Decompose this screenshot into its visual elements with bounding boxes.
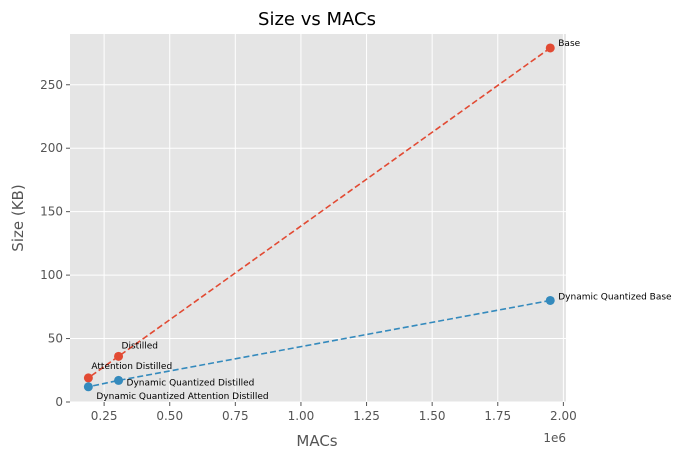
data-point — [545, 295, 555, 305]
data-point — [114, 375, 124, 385]
data-point — [83, 373, 93, 383]
x-tick-label: 1.25 — [353, 409, 380, 423]
point-annotation: Attention Distilled — [91, 362, 172, 372]
x-axis-ticks: 0.25 0.50 0.75 1.00 1.25 1.50 1.75 2.00 — [91, 402, 577, 423]
point-annotation: Base — [558, 39, 580, 49]
x-tick-label: 1.50 — [419, 409, 446, 423]
point-annotation: Dynamic Quantized Base — [558, 292, 672, 302]
point-annotation: Dynamic Quantized Distilled — [127, 378, 255, 388]
y-tick-label: 0 — [55, 395, 63, 409]
data-point — [545, 43, 555, 53]
y-tick-label: 250 — [40, 78, 63, 92]
y-axis-ticks: 0 50 100 150 200 250 — [40, 78, 70, 409]
data-point — [83, 382, 93, 392]
x-tick-label: 0.75 — [222, 409, 249, 423]
y-axis-title: Size (KB) — [9, 184, 27, 251]
x-tick-label: 0.25 — [91, 409, 118, 423]
y-tick-label: 150 — [40, 205, 63, 219]
annotations: Base Distilled Attention Distilled Dynamic … — [91, 39, 672, 402]
series-layer — [83, 43, 555, 392]
y-tick-label: 200 — [40, 141, 63, 155]
x-tick-label: 1.75 — [484, 409, 511, 423]
y-tick-label: 100 — [40, 268, 63, 282]
chart-title: Size vs MACs — [258, 9, 376, 30]
series-line — [87, 47, 551, 379]
x-axis-title: MACs — [296, 432, 337, 450]
point-annotation: Distilled — [122, 341, 158, 351]
x-axis-offset-label: 1e6 — [543, 431, 566, 445]
series-line — [88, 299, 551, 388]
y-tick-label: 50 — [48, 332, 63, 346]
data-point — [114, 351, 124, 361]
x-tick-label: 1.00 — [288, 409, 315, 423]
grid-lines — [70, 34, 566, 403]
x-tick-label: 2.00 — [550, 409, 577, 423]
x-tick-label: 0.50 — [156, 409, 183, 423]
point-annotation: Dynamic Quantized Attention Distilled — [96, 392, 268, 402]
